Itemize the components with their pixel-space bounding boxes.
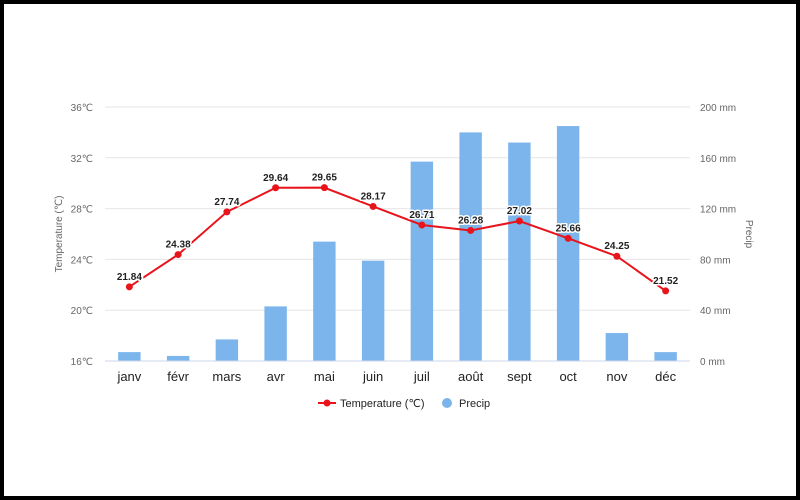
temperature-point (223, 208, 231, 216)
precip-bar (410, 161, 434, 361)
temperature-data-label: 26.28 (458, 215, 483, 226)
gridlines (105, 106, 690, 311)
y-left-tick-label: 28℃ (71, 205, 93, 216)
temperature-point (125, 283, 133, 291)
y-left-tick-label: 20℃ (71, 306, 93, 317)
temperature-point (418, 221, 426, 229)
precip-bar (118, 352, 141, 361)
temperature-data-label: 28.17 (361, 191, 386, 202)
temperature-data-label: 29.65 (312, 173, 337, 184)
precip-bar (459, 132, 482, 361)
y-left-tick-label: 16℃ (71, 357, 93, 368)
precip-bar (166, 355, 190, 361)
precip-bar (654, 352, 677, 361)
axes: 16℃ 20℃ 24℃ 28℃ 32℃ 36℃ 0 mm 40 mm 80 mm 120 mm 16… (54, 103, 754, 384)
temperature-data-label: 24.38 (166, 240, 191, 251)
x-tick-label: mai (314, 369, 335, 384)
x-tick-label: sept (507, 369, 532, 384)
y-left-axis-title: Temperature (℃) (54, 196, 65, 273)
y-right-tick-label: 120 mm (700, 205, 736, 216)
precip-bar (361, 260, 385, 361)
y-right-tick-label: 40 mm (700, 306, 731, 317)
precip-bar (508, 142, 531, 361)
temperature-point (320, 184, 328, 192)
temperature-point (272, 184, 280, 192)
legend-precip-marker (442, 398, 452, 408)
temperature-point (515, 217, 523, 225)
temperature-data-label: 21.84 (117, 272, 142, 283)
x-tick-label: oct (559, 369, 577, 384)
temperature-data-label: 26.71 (409, 210, 434, 221)
precip-bar (313, 241, 336, 361)
temperature-line (128, 186, 667, 292)
y-right-tick-label: 80 mm (700, 255, 731, 266)
temperature-point (662, 287, 670, 295)
legend: Temperature (℃) Precip (318, 398, 490, 410)
y-left-tick-label: 36℃ (71, 103, 93, 114)
x-tick-label: nov (606, 369, 627, 384)
temperature-point (174, 251, 182, 259)
y-left-tick-label: 24℃ (71, 255, 93, 266)
data-labels: 21.84 24.38 27.74 29.64 29.65 28.17 26.71 26.28… (115, 171, 680, 288)
precip-bars (118, 126, 677, 361)
y-left-tick-label: 32℃ (71, 154, 93, 165)
x-tick-label: juil (413, 369, 430, 384)
y-right-axis-title: Precip (743, 220, 754, 249)
legend-temperature-marker (323, 399, 331, 407)
temperature-point (369, 202, 377, 210)
temperature-data-label: 25.66 (556, 223, 581, 234)
precip-bar (215, 339, 239, 361)
temperature-point (467, 226, 475, 234)
temperature-point (564, 234, 572, 242)
x-tick-label: juin (362, 369, 383, 384)
temperature-point (613, 252, 621, 260)
x-tick-label: avr (267, 369, 286, 384)
x-tick-label: févr (167, 369, 189, 384)
y-right-tick-label: 0 mm (700, 357, 725, 368)
chart-svg: 21.84 24.38 27.74 29.64 29.65 28.17 26.71 26.28… (54, 103, 754, 410)
temperature-data-label: 27.02 (507, 206, 532, 217)
temperature-data-label: 24.25 (604, 241, 629, 252)
legend-item-precip[interactable]: Precip (442, 398, 490, 410)
legend-precip-label: Precip (459, 398, 490, 410)
temperature-line-group (125, 184, 670, 295)
precip-bar (264, 306, 287, 361)
precip-bar (605, 333, 629, 361)
temperature-data-label: 29.64 (263, 173, 288, 184)
x-tick-label: déc (655, 369, 676, 384)
precip-bar (556, 126, 580, 361)
y-right-tick-label: 200 mm (700, 103, 736, 114)
x-tick-label: janv (116, 369, 141, 384)
legend-item-temperature[interactable]: Temperature (℃) (318, 398, 425, 410)
legend-temperature-label: Temperature (℃) (340, 398, 425, 410)
x-tick-label: août (458, 369, 484, 384)
y-right-tick-label: 160 mm (700, 154, 736, 165)
temperature-data-label: 27.74 (214, 197, 239, 208)
x-tick-label: mars (212, 369, 241, 384)
temperature-data-label: 21.52 (653, 276, 678, 287)
